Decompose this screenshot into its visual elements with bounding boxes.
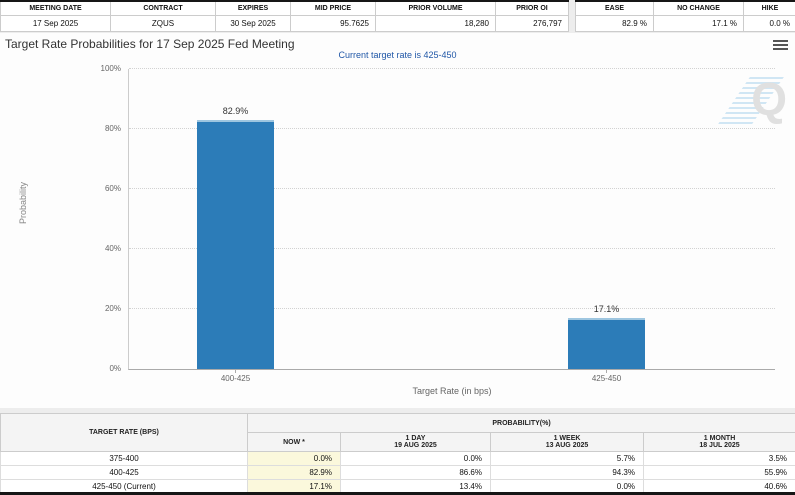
meeting-date-value: 17 Sep 2025 xyxy=(0,15,111,32)
x-tick-label-2: 425-450 xyxy=(591,374,622,383)
x-tick-label-1: 400-425 xyxy=(220,374,251,383)
now-cell: 0.0% xyxy=(247,451,341,466)
rate-cell: 375-400 xyxy=(0,451,248,466)
one-day-cell: 86.6% xyxy=(340,465,491,480)
mid-price-value: 95.7625 xyxy=(290,15,376,32)
hamburger-menu-icon[interactable] xyxy=(773,38,788,52)
y-axis-title: Probability xyxy=(18,181,29,225)
one-month-date: 18 JUL 2025 xyxy=(699,442,740,449)
one-month-cell: 3.5% xyxy=(642,451,795,466)
expires-header: EXPIRES xyxy=(215,1,291,16)
bar-425-450-rect[interactable] xyxy=(568,317,645,369)
now-cell: 17.1% xyxy=(247,479,341,494)
y-tick-40: 40% xyxy=(104,244,121,253)
bar-425-450-label: 17.1% xyxy=(593,303,620,314)
y-tick-100: 100% xyxy=(100,64,121,73)
one-day-cell: 0.0% xyxy=(340,451,491,466)
one-week-cell: 94.3% xyxy=(490,465,644,480)
prior-volume-header: PRIOR VOLUME xyxy=(375,1,496,16)
now-cell: 82.9% xyxy=(247,465,341,480)
table-row-400-425: 400-425 82.9% 86.6% 94.3% 55.9% xyxy=(0,465,795,480)
probability-group-header: PROBABILITY(%) xyxy=(246,413,795,433)
ease-value: 82.9 % xyxy=(575,15,654,32)
prior-oi-header: PRIOR OI xyxy=(495,1,569,16)
prior-volume-value: 18,280 xyxy=(375,15,496,32)
y-tick-20: 20% xyxy=(104,304,121,313)
mid-price-header: MID PRICE xyxy=(290,1,376,16)
target-rate-bps-header: TARGET RATE (BPS) xyxy=(0,413,248,452)
x-tick-mark-1 xyxy=(235,369,236,373)
now-label: NOW * xyxy=(283,438,305,446)
one-month-label: 1 MONTH xyxy=(703,435,736,442)
rate-move-row: 82.9 % 17.1 % 0.0 % xyxy=(575,15,795,32)
hike-value: 0.0 % xyxy=(743,15,795,32)
x-tick-mark-2 xyxy=(606,369,607,373)
top-info-bar: MEETING DATE CONTRACT EXPIRES MID PRICE … xyxy=(0,0,795,32)
gridline-20 xyxy=(129,308,775,309)
one-day-label: 1 DAY xyxy=(405,435,426,442)
one-week-date: 13 AUG 2025 xyxy=(545,442,589,449)
plot-area: 0% 20% 40% 60% 80% 100% 82.9% 17.1% 400-… xyxy=(101,65,775,396)
one-day-column-header: 1 DAY 19 AUG 2025 xyxy=(340,432,491,452)
x-axis-title: Target Rate (in bps) xyxy=(412,386,492,396)
chart-subtitle: Current target rate is 425-450 xyxy=(338,50,457,60)
rate-move-table: EASE NO CHANGE HIKE 82.9 % 17.1 % 0.0 % xyxy=(575,0,795,32)
y-tick-0: 0% xyxy=(109,364,121,373)
no-change-value: 17.1 % xyxy=(653,15,744,32)
gridline-60 xyxy=(129,188,775,189)
probability-chart-panel: Target Rate Probabilities for 17 Sep 202… xyxy=(0,33,795,408)
one-day-date: 19 AUG 2025 xyxy=(394,442,437,449)
rate-cell: 400-425 xyxy=(0,465,248,480)
gridline-40 xyxy=(129,248,775,249)
y-tick-60: 60% xyxy=(104,184,121,193)
contract-header: CONTRACT xyxy=(110,1,216,16)
one-month-column-header: 1 MONTH 18 JUL 2025 xyxy=(642,432,795,452)
bar-425-450[interactable]: 17.1% xyxy=(568,69,645,369)
gridline-100 xyxy=(129,68,775,69)
no-change-header: NO CHANGE xyxy=(653,1,744,16)
chart-title: Target Rate Probabilities for 17 Sep 202… xyxy=(5,37,295,51)
one-week-column-header: 1 WEEK 13 AUG 2025 xyxy=(490,432,644,452)
prior-oi-value: 276,797 xyxy=(495,15,569,32)
contract-info-row: 17 Sep 2025 ZQUS 30 Sep 2025 95.7625 18,… xyxy=(0,15,569,32)
ease-header: EASE xyxy=(575,1,654,16)
bar-400-425-rect[interactable] xyxy=(197,120,274,369)
bar-400-425-label: 82.9% xyxy=(222,106,249,117)
table-row-375-400: 375-400 0.0% 0.0% 5.7% 3.5% xyxy=(0,451,795,466)
y-tick-80: 80% xyxy=(104,124,121,133)
hike-header: HIKE xyxy=(743,1,795,16)
contract-info-table: MEETING DATE CONTRACT EXPIRES MID PRICE … xyxy=(0,0,569,32)
probability-table: TARGET RATE (BPS) PROBABILITY(%) NOW * 1… xyxy=(0,413,795,494)
expires-value: 30 Sep 2025 xyxy=(215,15,291,32)
gridline-80 xyxy=(129,128,775,129)
meeting-date-header: MEETING DATE xyxy=(0,1,111,16)
bottom-divider-bar xyxy=(0,492,795,495)
one-week-cell: 5.7% xyxy=(490,451,644,466)
bar-400-425[interactable]: 82.9% xyxy=(197,69,274,369)
one-month-cell: 55.9% xyxy=(642,465,795,480)
contract-value: ZQUS xyxy=(110,15,216,32)
now-column-header: NOW * xyxy=(247,432,341,452)
one-week-label: 1 WEEK xyxy=(553,435,581,442)
